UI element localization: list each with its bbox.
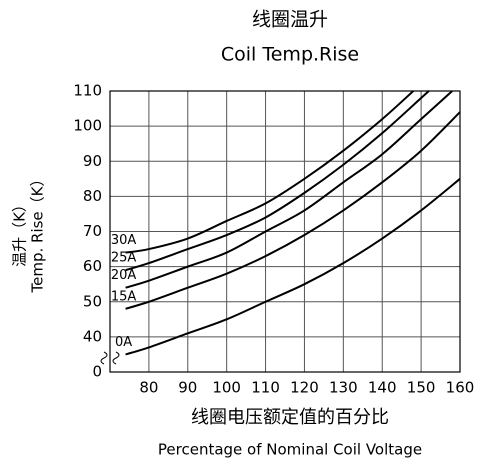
series-label: 15A: [111, 289, 137, 304]
y-tick-label: 80: [83, 187, 102, 205]
x-tick-label: 150: [407, 379, 436, 397]
series-label: 25A: [111, 251, 137, 266]
x-tick-label: 160: [446, 379, 475, 397]
x-tick-label: 140: [368, 379, 397, 397]
chart-title: 线圈温升: [252, 9, 328, 31]
y-tick-label: 70: [83, 222, 102, 240]
series-label: 20A: [111, 268, 137, 283]
curve: [125, 90, 415, 254]
x-tick-label: 80: [139, 379, 158, 397]
x-tick-label: 90: [178, 379, 197, 397]
y-tick-label: 110: [73, 82, 102, 100]
x-tick-label: 100: [212, 379, 241, 397]
x-tick-label: 120: [290, 379, 319, 397]
curve: [125, 178, 461, 356]
axis-break: [100, 351, 120, 365]
curve: [125, 90, 453, 289]
plot-frame: [109, 90, 461, 373]
y-tick-label: 0: [92, 363, 102, 381]
series-label: 30A: [111, 233, 137, 248]
y-tick-label: 50: [83, 292, 102, 310]
series-label: 0A: [115, 335, 132, 350]
y-tick-label: 100: [73, 117, 102, 135]
y-axis-sublabel: Temp. Rise（K）: [29, 172, 47, 294]
x-tick-label: 130: [329, 379, 358, 397]
y-axis-label: 温升（K）: [11, 197, 29, 267]
y-tick-label: 40: [83, 327, 102, 345]
plot-area: 0 40 50 60 70 80 90 100 110 80 90 100 110 120 130 140 15…: [73, 82, 474, 397]
curve: [125, 111, 461, 310]
x-axis-sublabel: Percentage of Nominal Coil Voltage: [158, 441, 422, 459]
chart-subtitle: Coil Temp.Rise: [221, 44, 359, 66]
y-tick-label: 60: [83, 257, 102, 275]
curve: [125, 90, 430, 272]
y-tick-label: 90: [83, 152, 102, 170]
x-tick-label: 110: [251, 379, 280, 397]
x-axis-label: 线圈电压额定值的百分比: [191, 407, 389, 428]
